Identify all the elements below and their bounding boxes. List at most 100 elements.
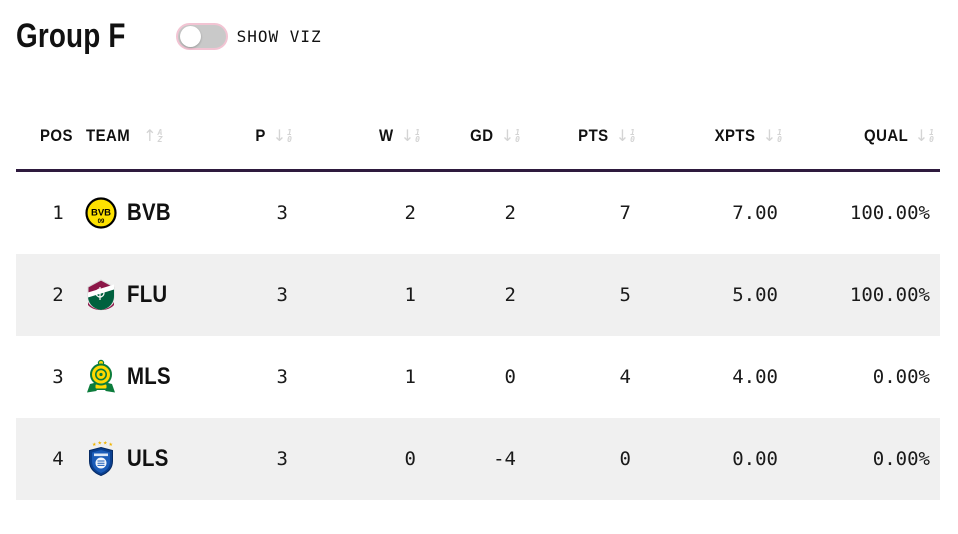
team-cell: FLU [76,277,206,313]
position-value: 4 [52,448,64,470]
sort-numeric-desc-icon[interactable]: ↓ 1 0 [272,125,292,145]
position-value: 1 [52,202,64,224]
table-row: 3 MLS 3 1 0 [16,336,940,418]
goal-diff-value: 2 [504,284,516,306]
sort-alpha-asc-icon[interactable]: ↑ A Z [143,125,163,145]
sort-bottom-char: 0 [515,134,520,144]
column-header-w[interactable]: W ↓ 1 0 [298,126,426,146]
column-header-gd[interactable]: GD ↓ 1 0 [426,126,526,146]
played-value: 3 [276,284,288,306]
sort-arrow: ↓ [615,125,630,145]
points-value: 5 [619,284,631,306]
sort-numeric-desc-icon[interactable]: ↓ 1 0 [914,125,934,145]
sort-numeric-desc-icon[interactable]: ↓ 1 0 [500,125,520,145]
team-cell: BVB 09 BVB [76,195,206,231]
toggle-knob [179,25,201,47]
team-cell: ★ ★ ★ ★ ULS [76,441,206,477]
standings-table: POS TEAM ↑ A Z P ↓ 1 0 W ↓ 1 0 GD ↓ 1 0 PTS ↓ 1 0 [16,102,940,500]
column-label: P [255,125,266,145]
sort-bottom-char: 0 [415,134,420,144]
table-row: 4 ★ ★ ★ ★ ULS 3 [16,418,940,500]
table-row: 1 BVB 09 BVB 3 2 2 7 7.00 100.00% [16,172,940,254]
wins-value: 1 [404,366,416,388]
goal-diff-value: -4 [493,448,516,470]
qualification-pct-value: 0.00% [872,366,930,388]
played-value: 3 [276,366,288,388]
played-value: 3 [276,202,288,224]
sort-arrow: ↓ [914,125,929,145]
column-label: TEAM [86,125,131,145]
sort-top-char: 1 [415,127,420,137]
qualification-pct-value: 100.00% [849,284,930,306]
expected-points-value: 4.00 [732,366,778,388]
column-header-qual[interactable]: QUAL ↓ 1 0 [788,126,940,146]
points-value: 0 [619,448,631,470]
team-cell: MLS [76,359,206,395]
column-header-pts[interactable]: PTS ↓ 1 0 [526,126,641,146]
column-label: XPTS [714,125,756,145]
sort-arrow: ↓ [500,125,515,145]
sort-bottom-char: 0 [777,134,782,144]
team-name: FLU [127,281,168,308]
team-name: ULS [127,445,169,472]
column-header-team[interactable]: TEAM ↑ A Z [76,126,206,146]
position-value: 3 [52,366,64,388]
column-header-p[interactable]: P ↓ 1 0 [206,126,298,146]
wins-value: 2 [404,202,416,224]
expected-points-value: 7.00 [732,202,778,224]
points-value: 7 [619,202,631,224]
show-viz-toggle[interactable] [175,22,228,50]
svg-text:★: ★ [109,442,114,448]
team-name: MLS [127,363,171,390]
svg-text:★: ★ [103,441,108,447]
sort-numeric-desc-icon[interactable]: ↓ 1 0 [615,125,635,145]
points-value: 4 [619,366,631,388]
svg-text:BVB: BVB [91,208,111,219]
svg-text:★: ★ [92,442,97,448]
table-header-row: POS TEAM ↑ A Z P ↓ 1 0 W ↓ 1 0 GD ↓ 1 0 PTS ↓ 1 0 [16,102,940,172]
sort-top-char: 1 [287,127,292,137]
title-row: Group F SHOW VIZ [16,14,942,58]
sort-bottom-char: Z [157,134,163,144]
mamelodi-sundowns-crest-icon [84,359,118,395]
column-header-xpts[interactable]: XPTS ↓ 1 0 [641,126,788,146]
wins-value: 0 [404,448,416,470]
column-label: QUAL [863,125,908,145]
sort-arrow: ↓ [400,125,415,145]
column-label: POS [40,125,73,145]
sort-arrow: ↓ [762,125,777,145]
sort-top-char: 1 [777,127,782,137]
expected-points-value: 0.00 [732,448,778,470]
page-title: Group F [16,16,126,55]
table-row: 2 FLU 3 1 2 5 5.00 100.0 [16,254,940,336]
sort-numeric-desc-icon[interactable]: ↓ 1 0 [762,125,782,145]
page: Group F SHOW VIZ POS TEAM ↑ A Z P ↓ 1 0 W ↓ 1… [16,14,942,500]
qualification-pct-value: 0.00% [872,448,930,470]
sort-bottom-char: 0 [287,134,292,144]
column-header-pos: POS [16,126,76,146]
column-label: PTS [578,125,609,145]
show-viz-label: SHOW VIZ [236,26,322,46]
team-name: BVB [127,199,171,226]
goal-diff-value: 0 [504,366,516,388]
sort-bottom-char: 0 [929,134,934,144]
fluminense-crest-icon [84,277,118,313]
played-value: 3 [276,448,288,470]
sort-top-char: 1 [515,127,520,137]
svg-text:★: ★ [98,441,103,447]
sort-bottom-char: 0 [630,134,635,144]
sort-top-char: 1 [929,127,934,137]
sort-top-char: 1 [630,127,635,137]
sort-arrow: ↓ [272,125,287,145]
sort-arrow: ↑ [143,125,157,145]
svg-text:09: 09 [98,219,105,225]
borussia-dortmund-crest-icon: BVB 09 [84,195,118,231]
position-value: 2 [52,284,64,306]
column-label: GD [470,125,494,145]
wins-value: 1 [404,284,416,306]
goal-diff-value: 2 [504,202,516,224]
qualification-pct-value: 100.00% [849,202,930,224]
expected-points-value: 5.00 [732,284,778,306]
sort-numeric-desc-icon[interactable]: ↓ 1 0 [400,125,420,145]
column-label: W [379,125,394,145]
